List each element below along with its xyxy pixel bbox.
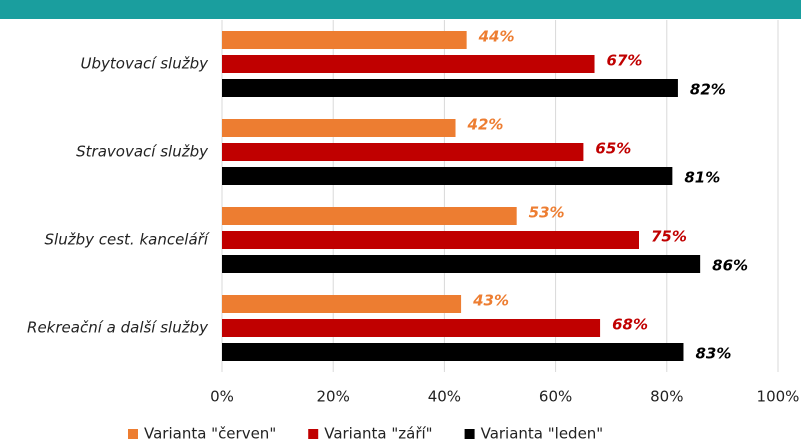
legend-swatch: [308, 429, 319, 439]
bar: [222, 55, 595, 73]
bar: [222, 319, 601, 337]
value-label: 82%: [690, 81, 726, 99]
legend-swatch: [464, 429, 475, 439]
y-tick-label: Ubytovací služby: [81, 55, 210, 73]
value-label: 53%: [529, 204, 565, 222]
x-tick-label: 60%: [539, 388, 572, 406]
title-banner: [0, 0, 801, 19]
x-tick-label: 20%: [317, 388, 350, 406]
value-label: 65%: [595, 140, 631, 158]
y-tick-label: Rekreační a další služby: [27, 319, 209, 337]
x-tick-label: 0%: [210, 388, 234, 406]
bar: [222, 207, 517, 225]
legend-swatch: [128, 429, 138, 439]
legend-label: Varianta "leden": [481, 425, 604, 441]
bar: [222, 255, 701, 273]
value-label: 86%: [712, 257, 748, 275]
bar: [222, 119, 456, 137]
value-label: 42%: [467, 116, 504, 134]
bar: [222, 167, 673, 185]
x-tick-label: 80%: [650, 388, 683, 406]
bar: [222, 79, 678, 97]
value-label: 75%: [651, 228, 687, 246]
legend-label: Varianta "červen": [144, 425, 276, 441]
x-tick-label: 40%: [428, 388, 461, 406]
value-label: 81%: [684, 169, 720, 187]
value-label: 67%: [607, 52, 643, 70]
value-label: 43%: [472, 292, 509, 310]
bar: [222, 343, 684, 361]
value-label: 83%: [695, 345, 731, 363]
bar: [222, 31, 467, 49]
bar: [222, 295, 462, 313]
x-tick-label: 100%: [757, 388, 800, 406]
y-tick-label: Služby cest. kanceláří: [45, 231, 210, 249]
y-tick-label: Stravovací služby: [76, 143, 209, 161]
value-label: 68%: [612, 316, 648, 334]
bar: [222, 143, 584, 161]
legend-label: Varianta "září": [324, 425, 432, 441]
value-label: 44%: [478, 28, 515, 46]
bar: [222, 231, 639, 249]
